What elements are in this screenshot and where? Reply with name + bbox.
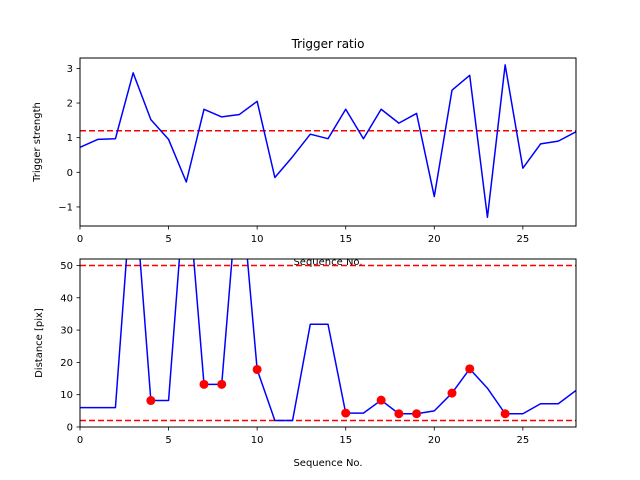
data-point-marker	[447, 388, 457, 398]
x-tick-label: 5	[165, 435, 171, 446]
y-tick-label: 2	[67, 99, 73, 110]
x-tick-label: 20	[428, 435, 441, 446]
x-axis-label: Sequence No.	[293, 458, 362, 469]
y-tick-label: 0	[67, 168, 73, 179]
series-line	[80, 259, 576, 422]
x-tick-label: 5	[165, 234, 171, 245]
x-tick-label: 0	[77, 234, 83, 245]
y-tick-label: 20	[60, 358, 73, 369]
y-axis-label: Trigger strength	[32, 102, 43, 183]
subplot-trigger-ratio: Trigger ratio 0 5 10 15 20 25 −1 0 1 2 3 Trigger …	[32, 37, 577, 268]
x-tick-label: 10	[251, 435, 264, 446]
x-tick-label: 15	[339, 234, 352, 245]
x-tick-label: 0	[77, 435, 83, 446]
y-tick-label: 50	[60, 261, 73, 272]
x-tick-label: 20	[428, 234, 441, 245]
y-tick-label: −1	[58, 202, 73, 213]
plot-frame	[79, 57, 577, 227]
data-point-marker	[199, 379, 209, 389]
x-tick-label: 10	[251, 234, 264, 245]
data-point-marker	[394, 409, 404, 419]
y-tick-label: 0	[67, 423, 73, 434]
data-point-marker	[500, 409, 510, 419]
plot-frame	[79, 258, 577, 428]
y-tick-label: 3	[67, 64, 73, 75]
chart-title: Trigger ratio	[291, 37, 365, 51]
data-point-marker	[217, 379, 227, 389]
data-point-marker	[465, 364, 475, 374]
data-point-marker	[376, 395, 386, 405]
data-point-marker	[252, 364, 262, 374]
y-tick-label: 1	[67, 133, 73, 144]
y-axis-label: Distance [pix]	[34, 308, 45, 378]
subplot-gap-mask	[80, 255, 576, 259]
data-point-marker	[341, 408, 351, 418]
series-line	[80, 64, 576, 219]
y-tick-label: 30	[60, 326, 73, 337]
y-tick-label: 40	[60, 293, 73, 304]
x-tick-label: 25	[516, 234, 529, 245]
subplot-distance: 0 5 10 15 20 25 0 10 20 30 40 50 Distance [pix] Se…	[34, 255, 577, 469]
x-tick-label: 25	[516, 435, 529, 446]
data-point-marker	[146, 396, 156, 406]
x-tick-label: 15	[339, 435, 352, 446]
x-axis-label: Sequence No.	[293, 257, 362, 268]
y-tick-label: 10	[60, 390, 73, 401]
data-point-marker	[412, 409, 422, 419]
